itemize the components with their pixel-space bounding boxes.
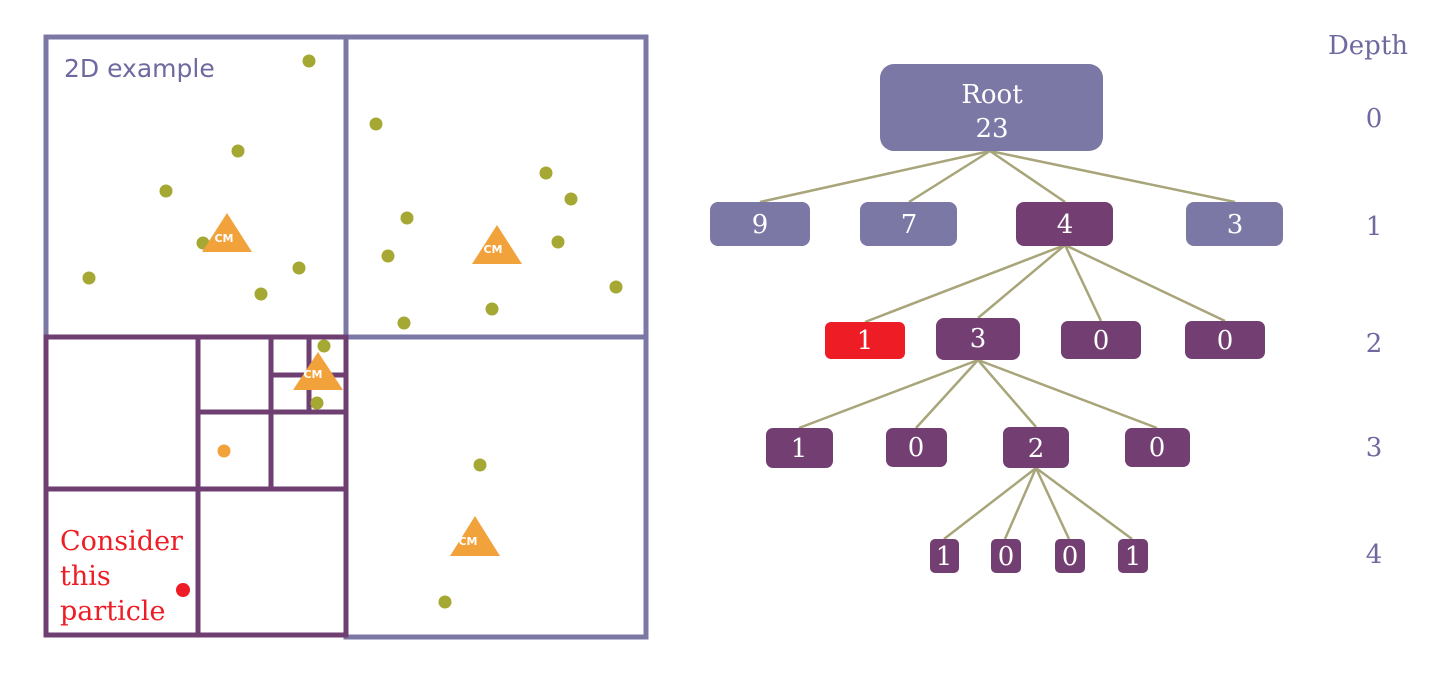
tree-node-l3 [1125, 428, 1190, 467]
root-label: Root [961, 80, 1023, 110]
center-of-mass-triangle [450, 516, 500, 556]
edge [977, 358, 1158, 430]
tree-edges [759, 149, 1236, 541]
particle [292, 261, 306, 275]
target-particle [176, 583, 190, 597]
consider-label-line3: particle [60, 596, 166, 627]
tree-node-l1-selected [1016, 202, 1113, 246]
tree-node-l2 [936, 318, 1020, 360]
edge [943, 467, 1037, 540]
tree-node-l1 [860, 202, 957, 246]
quadrant-se [343, 334, 649, 640]
node-count: 4 [1057, 210, 1074, 240]
particle [254, 287, 268, 301]
edge [977, 244, 1066, 319]
node-count: 0 [1062, 542, 1079, 572]
edge [1003, 467, 1038, 540]
tree-root-node [880, 64, 1103, 151]
tree-node-l2-highlight [825, 322, 905, 359]
particle [539, 166, 553, 180]
depth-value: 0 [1366, 104, 1383, 134]
node-count: 3 [1227, 210, 1244, 240]
tree-node-l2 [1061, 321, 1141, 359]
center-of-mass-triangle [202, 213, 252, 252]
edge [1034, 467, 1071, 540]
particle [397, 316, 411, 330]
depth-header: Depth [1328, 31, 1408, 61]
node-count: 1 [1125, 542, 1142, 572]
node-count: 1 [936, 542, 953, 572]
depth-value: 2 [1366, 329, 1383, 359]
edge [989, 149, 1066, 204]
center-of-mass-triangle [472, 225, 522, 264]
node-count: 0 [998, 542, 1015, 572]
quadtree-panel: 2D example [43, 34, 649, 640]
particle [564, 192, 578, 206]
particle [369, 117, 383, 131]
edge [864, 243, 1066, 324]
tree-node-l4 [1055, 539, 1085, 573]
cm-label: CM [458, 535, 477, 548]
tree-node-l4 [930, 539, 959, 573]
tree-node-l3 [766, 428, 833, 468]
cm-label: CM [303, 368, 322, 381]
edge [1064, 243, 1226, 323]
tree-node-l1 [1186, 202, 1283, 246]
edge [759, 149, 991, 204]
depth-value: 4 [1366, 540, 1383, 570]
quadtree-title: 2D example [64, 54, 215, 83]
tree-node-l4 [991, 539, 1021, 573]
node-count: 9 [752, 210, 769, 240]
tree-node-l3 [1003, 427, 1069, 468]
particle [438, 595, 452, 609]
node-count: 0 [1093, 326, 1110, 356]
center-of-mass-markers: CM CM CM CM [202, 213, 522, 556]
particle [231, 144, 245, 158]
particle [609, 280, 623, 294]
depth-value: 3 [1366, 433, 1383, 463]
particle [400, 211, 414, 225]
particle [485, 302, 499, 316]
particle [82, 271, 96, 285]
particle [159, 184, 173, 198]
depth-value: 1 [1366, 212, 1383, 242]
node-count: 2 [1028, 434, 1045, 464]
edge [908, 149, 991, 204]
edge [1035, 466, 1133, 541]
particle [302, 54, 316, 68]
particle [381, 249, 395, 263]
tree-node-l3 [886, 428, 947, 467]
node-count: 3 [970, 324, 987, 354]
edge [989, 149, 1236, 204]
node-count: 7 [901, 210, 918, 240]
node-count: 1 [857, 326, 874, 356]
edge [915, 359, 979, 429]
node-count: 0 [1149, 433, 1166, 463]
particle [317, 339, 331, 353]
edge [1063, 244, 1103, 322]
tree-node-l2 [1185, 321, 1265, 359]
tree-panel: Root 23 9 7 4 3 1 3 0 0 1 0 2 0 1 0 0 [710, 31, 1408, 573]
edge [977, 359, 1037, 428]
particles [82, 54, 623, 609]
cm-label: CM [483, 243, 502, 256]
node-count: 0 [1217, 326, 1234, 356]
particle [551, 235, 565, 249]
quadrant-ne [343, 34, 649, 340]
consider-label-line2: this [60, 561, 111, 592]
cm-label: CM [214, 232, 233, 245]
edge [798, 358, 979, 430]
node-count: 0 [908, 433, 925, 463]
particle [310, 396, 324, 410]
root-count: 23 [975, 114, 1008, 144]
tree-node-l1 [710, 202, 810, 246]
tree-node-l4 [1118, 539, 1148, 573]
particle-orange [217, 444, 231, 458]
consider-label-line1: Consider [60, 526, 183, 557]
particle [473, 458, 487, 472]
center-of-mass-triangle [293, 352, 343, 390]
node-count: 1 [791, 434, 808, 464]
